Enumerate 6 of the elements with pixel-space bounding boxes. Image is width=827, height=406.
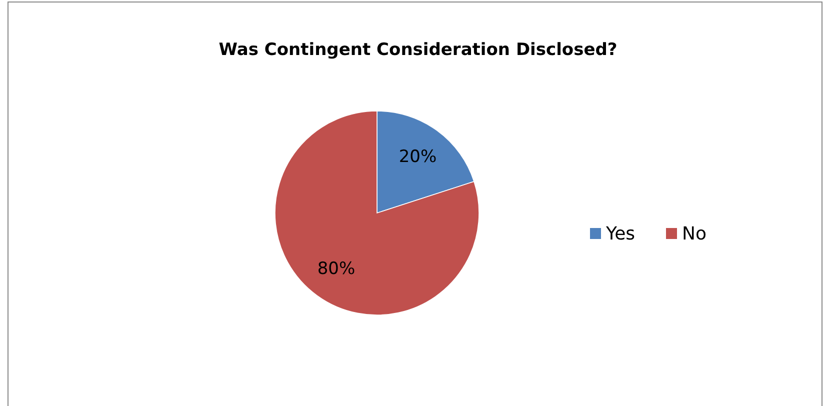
legend-label: Yes <box>605 224 636 244</box>
legend-label: No <box>682 224 706 244</box>
data-label: 20% <box>398 146 437 167</box>
pie-slice <box>274 110 480 316</box>
data-label: 80% <box>317 259 356 280</box>
chart-title: Was Contingent Consideration Disclosed? <box>218 40 618 60</box>
